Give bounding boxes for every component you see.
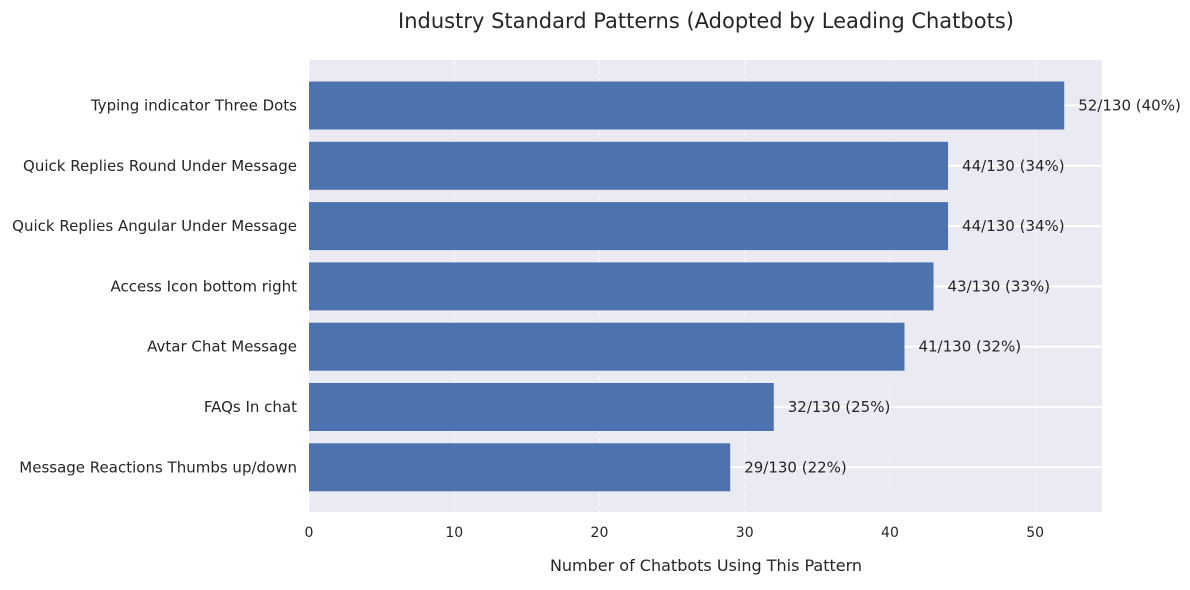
label-layer: 0 10 20 30 40 50 Typing indicator Three Dots 52…: [12, 97, 1181, 542]
category-label: Typing indicator Three Dots: [90, 97, 297, 115]
data-label: 43/130 (33%): [948, 277, 1051, 295]
x-tick-label: 50: [1026, 525, 1044, 541]
x-tick-label: 30: [736, 525, 754, 541]
data-label: 44/130 (34%): [962, 157, 1065, 175]
category-label: Quick Replies Round Under Message: [23, 157, 297, 175]
chart-title: Industry Standard Patterns (Adopted by L…: [398, 9, 1014, 33]
x-tick-label: 10: [445, 525, 463, 541]
bar: [309, 443, 731, 492]
data-label: 52/130 (40%): [1078, 97, 1181, 115]
category-label: Access Icon bottom right: [110, 277, 297, 295]
category-label: Message Reactions Thumbs up/down: [19, 458, 297, 476]
bar-layer: [309, 81, 1065, 492]
x-axis-label: Number of Chatbots Using This Pattern: [550, 556, 862, 575]
data-label: 32/130 (25%): [788, 398, 891, 416]
category-label: Avtar Chat Message: [147, 338, 297, 356]
category-label: Quick Replies Angular Under Message: [12, 217, 297, 235]
bar: [309, 81, 1065, 130]
category-label: FAQs In chat: [204, 398, 297, 416]
bar: [309, 383, 774, 431]
bar: [309, 141, 949, 190]
bar: [309, 322, 905, 371]
bar: [309, 262, 934, 311]
data-label: 29/130 (22%): [744, 458, 847, 476]
x-tick-label: 20: [591, 525, 609, 541]
data-label: 41/130 (32%): [918, 338, 1021, 356]
x-tick-label: 40: [881, 525, 899, 541]
x-tick-label: 0: [305, 525, 314, 541]
data-label: 44/130 (34%): [962, 217, 1065, 235]
bar: [309, 202, 949, 251]
